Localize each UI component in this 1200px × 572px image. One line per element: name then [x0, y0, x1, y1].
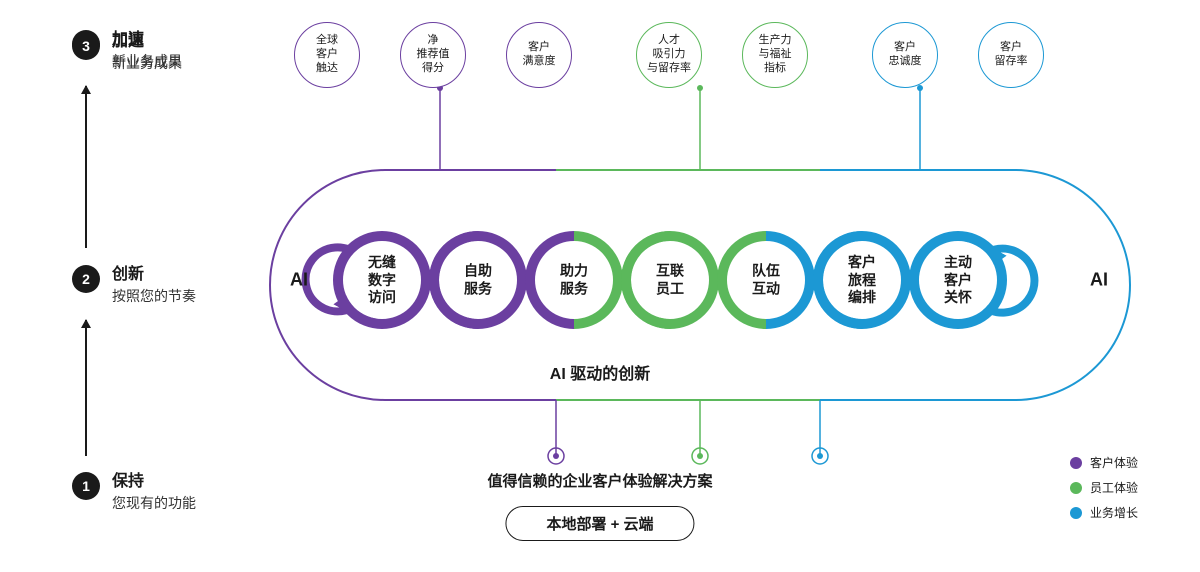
- arrow-up-icon: [85, 86, 87, 248]
- legend-row: 客户体验: [1070, 454, 1138, 471]
- metric-circle: 客户留存率: [978, 22, 1044, 88]
- chain-node-label: 队伍互动: [726, 263, 806, 298]
- legend: 客户体验员工体验业务增长: [1070, 454, 1138, 529]
- legend-label: 员工体验: [1090, 479, 1138, 496]
- metric-circle: 全球客户触达: [294, 22, 360, 88]
- arrow-up-icon: [85, 320, 87, 456]
- stage-title: 加速: [112, 32, 182, 53]
- legend-label: 业务增长: [1090, 504, 1138, 521]
- innovation-title: AI 驱动的创新: [550, 360, 650, 384]
- stage-num: 2: [72, 265, 100, 293]
- metric-circle: 客户忠诚度: [872, 22, 938, 88]
- ai-right-label: AI: [1090, 270, 1108, 291]
- legend-dot-icon: [1070, 457, 1082, 469]
- chain-node-label: 无缝数字访问: [342, 254, 422, 307]
- legend-row: 业务增长: [1070, 504, 1138, 521]
- legend-dot-icon: [1070, 482, 1082, 494]
- metric-circle: 净推荐值得分: [400, 22, 466, 88]
- chain-node-label: 客户旅程编排: [822, 254, 902, 307]
- stage-1: 1 保持您现有的功能: [72, 472, 196, 513]
- trust-title: 值得信赖的企业客户体验解决方案: [487, 470, 712, 491]
- legend-row: 员工体验: [1070, 479, 1138, 496]
- overlay: 3加速新业务成果2创新按照您的节奏1保持您现有的功能全球客户触达净推荐值得分客户…: [0, 0, 1200, 572]
- stage-3: 3 加速新业务成果: [72, 32, 182, 73]
- metric-circle: 生产力与福祉指标: [742, 22, 808, 88]
- chain-node-label: 自助服务: [438, 263, 518, 298]
- stage-sub: 您现有的功能: [112, 493, 196, 513]
- stage-num: 3: [72, 32, 100, 60]
- stage-num: 1: [72, 472, 100, 500]
- stage-2: 2 创新按照您的节奏: [72, 265, 196, 306]
- stage-title: 保持: [112, 472, 196, 493]
- stage-title: 创新: [112, 265, 196, 286]
- chain-node-label: 助力服务: [534, 263, 614, 298]
- legend-dot-icon: [1070, 507, 1082, 519]
- ai-left-label: AI: [290, 270, 308, 291]
- chain-node-label: 主动客户关怀: [918, 254, 998, 307]
- metric-circle: 客户满意度: [506, 22, 572, 88]
- deploy-pill: 本地部署 + 云端: [505, 506, 694, 541]
- chain-node-label: 互联员工: [630, 263, 710, 298]
- legend-label: 客户体验: [1090, 454, 1138, 471]
- stage-sub: 按照您的节奏: [112, 286, 196, 306]
- metric-circle: 人才吸引力与留存率: [636, 22, 702, 88]
- stage-sub: 新业务成果: [112, 53, 182, 73]
